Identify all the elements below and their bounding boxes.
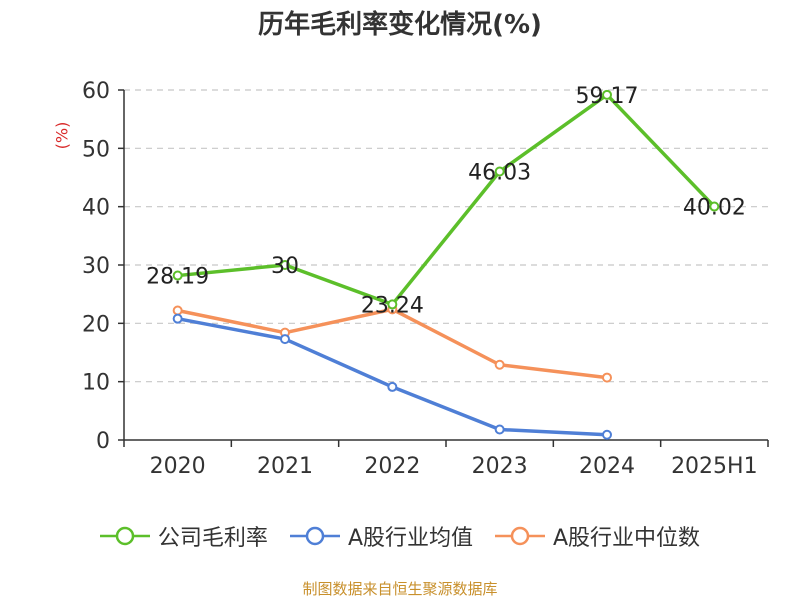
y-tick-label: 30 (82, 254, 110, 279)
data-labels: 28.19 30 23.24 46.03 59.17 40.02 (146, 84, 746, 319)
data-points (172, 89, 720, 440)
data-point (387, 381, 398, 392)
legend-item-industry-median[interactable]: A股行业中位数 (495, 520, 700, 552)
legend-label: A股行业中位数 (553, 526, 701, 551)
data-point (172, 305, 183, 316)
data-point (172, 270, 183, 281)
y-tick-label: 50 (82, 137, 110, 162)
x-tick-label: 2020 (150, 454, 206, 479)
y-tick-label: 10 (82, 371, 110, 396)
data-point (709, 201, 720, 212)
y-tick-label: 40 (82, 196, 110, 221)
data-point (172, 313, 183, 324)
legend-item-industry-mean[interactable]: A股行业均值 (289, 520, 473, 552)
legend-line-marker-icon (495, 526, 545, 546)
data-source-note: 制图数据来自恒生聚源数据库 (302, 580, 498, 598)
x-tick-label: 2022 (364, 454, 420, 479)
gridlines (124, 89, 768, 383)
data-label: 28.19 (146, 265, 209, 290)
data-point (602, 429, 612, 440)
data-label: 30 (271, 254, 299, 279)
axes: 0 10 20 30 40 50 60 2020 2021 2022 2023 2024 2025H1 (82, 79, 769, 479)
series-line (177, 316, 608, 437)
series-line (177, 93, 716, 307)
data-point (387, 299, 398, 310)
x-tick-label: 2025H1 (671, 454, 758, 479)
x-tick-label: 2021 (257, 454, 313, 479)
x-tick-label: 2023 (472, 454, 528, 479)
y-tick-label: 0 (96, 429, 110, 454)
legend-line-marker-icon (99, 526, 150, 546)
legend-label: 公司毛利率 (157, 526, 268, 551)
data-point (280, 334, 290, 345)
data-point (494, 359, 505, 370)
legend-line-marker-icon (289, 526, 340, 546)
legend: 公司毛利率 A股行业均值 A股行业中位数 (0, 520, 800, 552)
data-point (494, 166, 505, 177)
legend-item-company-margin[interactable]: 公司毛利率 (99, 520, 268, 552)
data-point (280, 260, 290, 270)
data-label: 23.24 (361, 293, 424, 318)
data-label: 59.17 (576, 84, 639, 109)
y-tick-label: 20 (82, 312, 110, 337)
series-line (177, 307, 608, 380)
data-point (602, 372, 612, 383)
chart-title: 历年毛利率变化情况(%) (258, 10, 542, 40)
data-point (602, 89, 612, 100)
x-tick-label: 2024 (579, 454, 635, 479)
y-tick-label: 60 (82, 79, 110, 104)
data-label: 40.02 (683, 196, 746, 221)
data-label: 46.03 (468, 160, 531, 185)
data-point (494, 424, 505, 435)
legend-label: A股行业均值 (347, 526, 473, 551)
